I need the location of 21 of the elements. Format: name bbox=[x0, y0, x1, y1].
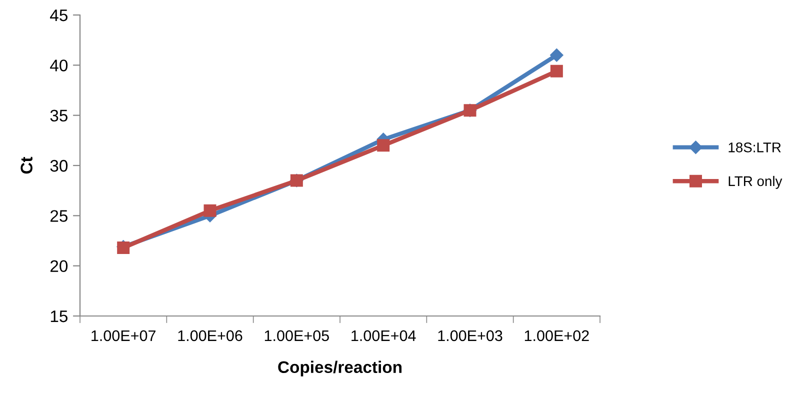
y-tick-label: 40 bbox=[50, 60, 68, 72]
y-tick-label: 20 bbox=[50, 260, 68, 272]
y-axis-title: Ct bbox=[20, 156, 32, 174]
x-tick-label: 1.00E+07 bbox=[92, 330, 156, 342]
legend-label: LTR only bbox=[728, 176, 782, 189]
y-tick-label: 35 bbox=[50, 110, 68, 122]
legend-label: 18S:LTR bbox=[728, 142, 781, 152]
x-tick-label: 1.00E+03 bbox=[438, 330, 502, 342]
x-axis-title: Copies/reaction bbox=[278, 360, 402, 376]
x-tick-label: 1.00E+05 bbox=[264, 330, 329, 342]
point bbox=[204, 204, 216, 217]
y-tick-label: 15 bbox=[50, 310, 68, 322]
x-tick-label: 1.00E+04 bbox=[352, 330, 416, 342]
point bbox=[550, 48, 564, 62]
y-tick-label: 45 bbox=[50, 10, 68, 22]
y-tick-label: 30 bbox=[50, 160, 68, 172]
x-tick-label: 1.00E+06 bbox=[178, 330, 242, 342]
x-tick-label: 1.00E+02 bbox=[524, 330, 589, 342]
point bbox=[377, 139, 390, 152]
point bbox=[550, 64, 563, 78]
y-tick-label: 25 bbox=[50, 210, 68, 222]
